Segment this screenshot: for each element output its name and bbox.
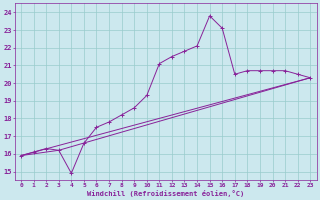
X-axis label: Windchill (Refroidissement éolien,°C): Windchill (Refroidissement éolien,°C) bbox=[87, 190, 244, 197]
